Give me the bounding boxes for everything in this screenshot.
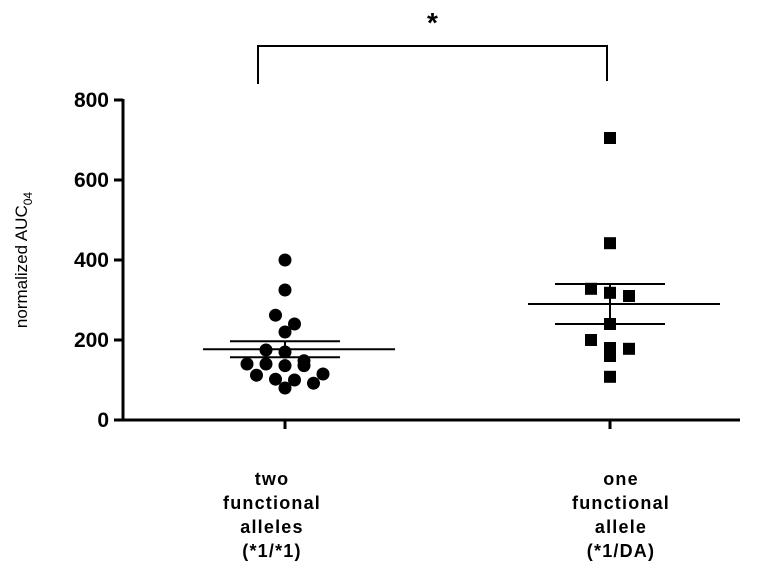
data-point-circle (278, 283, 292, 297)
y-tick-label: 800 (74, 89, 109, 112)
y-axis-label-subscript: 04 (21, 192, 35, 206)
axes: 0 200 400 600 800 (74, 89, 740, 432)
data-point-circle (288, 317, 301, 331)
category-label-line: (*1/DA) (587, 541, 655, 561)
category-label-line: functional (223, 493, 321, 513)
y-tick-label: 400 (74, 249, 109, 272)
significance-star: * (427, 7, 438, 38)
y-axis-label-text: normalized AUC (12, 205, 31, 328)
data-point-circle (297, 359, 311, 373)
data-point-square (604, 370, 616, 383)
y-tick-label: 600 (74, 169, 109, 192)
data-point-circle (269, 372, 282, 386)
data-point-square (585, 282, 597, 295)
data-point-circle (278, 325, 292, 339)
data-point-circle (250, 368, 263, 382)
category-label-line: two (255, 469, 290, 489)
data-point-square (623, 290, 635, 302)
data-point-circle (269, 308, 282, 322)
data-point-square (604, 132, 616, 144)
data-point-square (623, 342, 635, 355)
category-label: two functional alleles (*1/*1) (223, 469, 321, 561)
data-point-circle (307, 376, 320, 390)
y-tick-label: 0 (97, 409, 109, 432)
category-label-line: functional (572, 493, 670, 513)
data-point-circle (278, 359, 292, 373)
category-label: one functional allele (*1/DA) (572, 469, 670, 561)
data-point-circle (288, 373, 301, 387)
data-point-square (585, 334, 597, 346)
data-point-circle (240, 357, 254, 371)
y-tick-label: 200 (74, 329, 109, 352)
data-point-circle (316, 367, 330, 381)
data-marks (240, 132, 635, 395)
data-point-circle (278, 381, 292, 395)
data-point-square (604, 350, 616, 362)
mean-sem-bars (203, 283, 720, 359)
data-point-square (604, 237, 616, 250)
category-label-line: one (603, 469, 639, 489)
category-label-line: (*1/*1) (242, 541, 301, 561)
significance-bracket: * (257, 7, 608, 84)
category-label-line: allele (595, 517, 647, 537)
category-label-line: alleles (240, 517, 303, 537)
data-point-circle (278, 253, 292, 267)
category-labels: two functional alleles (*1/*1) one functional… (223, 469, 670, 561)
y-axis-label: normalized AUC04 (12, 192, 35, 329)
data-point-circle (259, 357, 273, 371)
bracket-line (257, 45, 608, 84)
